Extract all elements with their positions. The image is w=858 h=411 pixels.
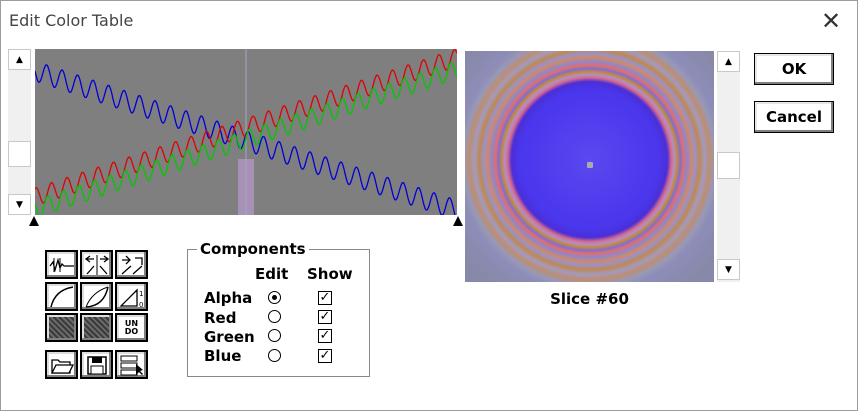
green-label: Green (204, 328, 255, 346)
graph-scroll-down-button[interactable]: ▼ (8, 194, 31, 215)
color-table-graph[interactable] (35, 49, 457, 215)
select-color-table-button[interactable] (115, 350, 148, 379)
color-curves (35, 49, 457, 215)
close-icon[interactable]: ✕ (820, 7, 842, 35)
slice-preview-image (465, 51, 714, 282)
preview-scroll-up-button[interactable]: ▲ (717, 51, 740, 72)
svg-text:1: 1 (139, 290, 143, 298)
components-legend: Components (197, 240, 309, 258)
blue-edit-radio[interactable] (268, 349, 281, 362)
shift-tool-button[interactable] (115, 250, 148, 279)
shift-icon (121, 255, 143, 274)
blue-curve (35, 64, 456, 215)
show-header: Show (307, 265, 353, 283)
green-curve (35, 61, 457, 215)
disabled-tool-button-2 (80, 313, 113, 342)
preview-center-dot (587, 162, 593, 168)
open-file-button[interactable] (45, 350, 78, 379)
red-edit-radio[interactable] (268, 310, 281, 323)
cancel-button[interactable]: Cancel (754, 101, 834, 133)
folder-open-icon (50, 358, 74, 374)
concave-curve-icon (49, 285, 73, 307)
red-show-checkbox[interactable]: ✓ (318, 309, 332, 324)
disabled-tool-button-1 (45, 313, 78, 342)
red-label: Red (204, 309, 237, 327)
graph-scroll-thumb[interactable] (8, 141, 31, 167)
table-select-icon (120, 355, 143, 375)
alpha-label: Alpha (204, 289, 253, 307)
stretch-tool-button[interactable] (80, 250, 113, 279)
graph-scroll-up-button[interactable]: ▲ (8, 49, 31, 70)
convex-curve-tool-button[interactable] (80, 282, 113, 311)
svg-text:0: 0 (139, 301, 143, 308)
concave-curve-tool-button[interactable] (45, 282, 78, 311)
undo-button[interactable]: UN DO (115, 313, 148, 342)
wave-icon (48, 257, 74, 272)
preview-scroll-down-button[interactable]: ▼ (717, 259, 740, 280)
window-title: Edit Color Table (9, 11, 134, 30)
ramp-icon: 10 (118, 287, 143, 308)
floppy-disk-icon (86, 355, 107, 375)
green-show-checkbox[interactable]: ✓ (318, 328, 332, 343)
right-range-marker[interactable] (453, 216, 463, 226)
edit-header: Edit (255, 265, 289, 283)
undo-line2: DO (124, 326, 139, 336)
blue-label: Blue (204, 347, 242, 365)
undo-line1: UN (124, 318, 139, 328)
smooth-tool-button[interactable] (45, 250, 78, 279)
left-range-marker[interactable] (29, 216, 39, 226)
graph-scrollbar-track[interactable] (8, 49, 31, 215)
alpha-show-checkbox[interactable]: ✓ (318, 290, 332, 305)
green-edit-radio[interactable] (268, 329, 281, 342)
alpha-edit-radio[interactable] (268, 291, 281, 304)
title-bar: Edit Color Table ✕ (1, 1, 857, 41)
stretch-icon (84, 254, 109, 275)
ok-button[interactable]: OK (754, 53, 834, 85)
convex-curve-icon (85, 286, 109, 308)
preview-scroll-thumb[interactable] (717, 152, 740, 179)
slice-caption: Slice #60 (550, 290, 629, 308)
blue-show-checkbox[interactable]: ✓ (318, 348, 332, 363)
save-file-button[interactable] (80, 350, 113, 379)
